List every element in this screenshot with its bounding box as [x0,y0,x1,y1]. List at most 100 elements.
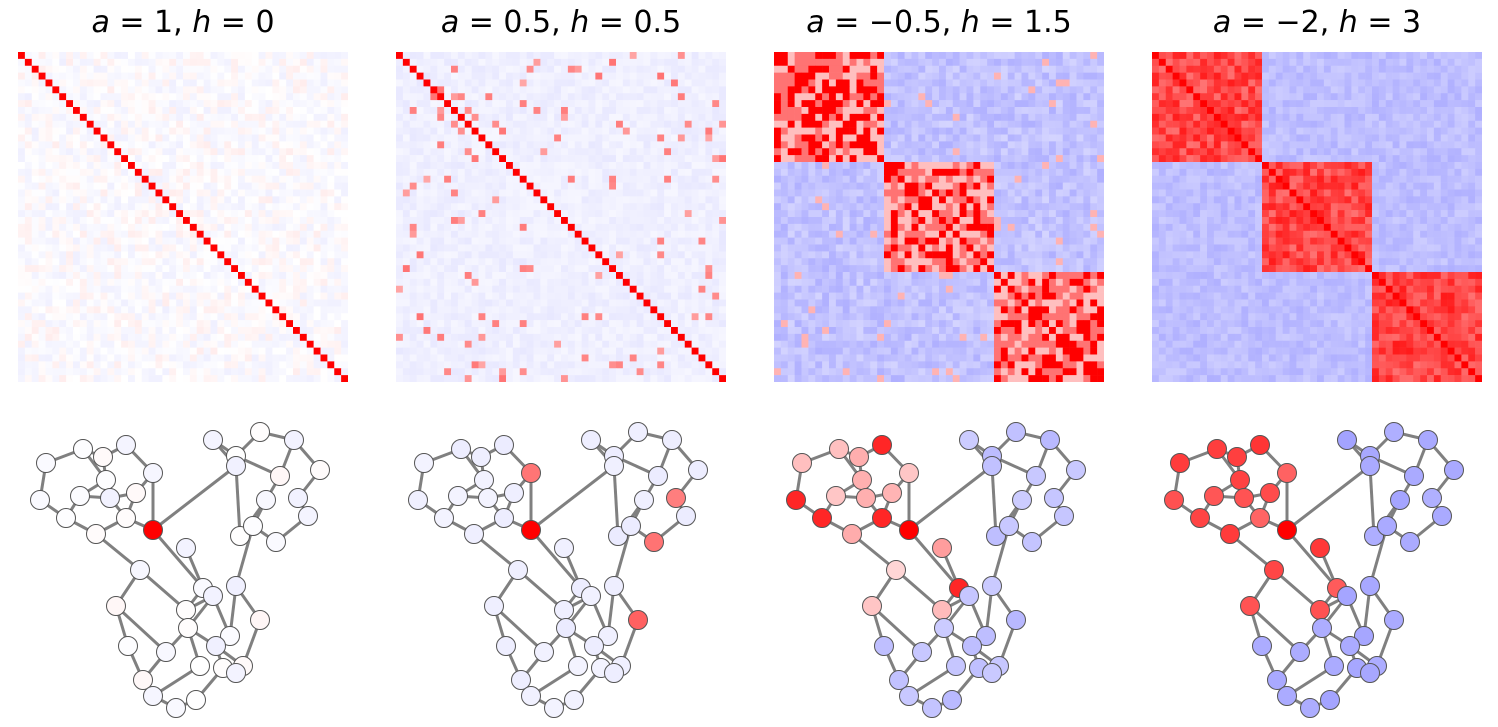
heatmap-cell [492,230,500,238]
heatmap-cell [183,258,191,266]
heatmap-cell [540,148,548,156]
heatmap-cell [595,100,603,108]
heatmap-cell [38,127,46,135]
heatmap-cell [506,155,514,163]
heatmap-cell [925,58,933,67]
heatmap-cell [567,155,576,163]
heatmap-cell [155,333,163,342]
heatmap-cell [691,52,699,60]
heatmap-cell [169,299,177,307]
heatmap-cell [52,278,60,287]
heatmap-cell [334,299,342,307]
heatmap-cell [567,272,576,280]
heatmap-cell [671,278,679,287]
heatmap-cell [341,320,348,328]
heatmap-cell [464,155,472,163]
heatmap-cell [341,306,348,314]
heatmap-cell [423,244,431,252]
heatmap-cell [581,196,589,204]
heatmap-cell [183,292,191,300]
heatmap-cell [430,320,438,328]
heatmap-cell [79,237,88,245]
heatmap-cell [217,196,225,204]
heatmap-cell [1049,58,1057,67]
heatmap-cell [464,237,472,245]
heatmap-cell [533,265,541,273]
heatmap-cell [341,237,348,245]
heatmap-cell [258,168,266,177]
heatmap-cell [327,285,335,293]
heatmap-cell [437,86,445,94]
heatmap-cell [327,141,335,149]
heatmap-cell [863,86,871,94]
heatmap-cell [595,230,603,238]
heatmap-cell [189,127,198,135]
heatmap-cell [176,113,184,122]
heatmap-cell [588,320,596,328]
heatmap-cell [66,107,74,115]
heatmap-cell [203,340,211,348]
heatmap-cell [602,134,610,142]
heatmap-cell [334,361,342,369]
heatmap-cell [485,333,493,342]
heatmap-cell [712,203,720,211]
heatmap-cell [506,368,514,376]
heatmap-cell [890,65,899,73]
heatmap-cell [210,320,218,328]
heatmap-cell [251,100,259,108]
heatmap-cell [258,244,266,252]
heatmap-cell [402,340,411,348]
heatmap-cell [629,272,637,280]
heatmap-cell [691,162,699,170]
heatmap-cell [671,72,679,80]
heatmap-cell [1062,65,1070,73]
heatmap-cell [664,217,672,225]
heatmap-cell [107,175,115,183]
heatmap-cell [24,162,33,170]
heatmap-cell [519,148,527,156]
heatmap-cell [925,93,933,101]
heatmap-cell [664,196,672,204]
heatmap-cell [499,292,507,300]
heatmap-cell [1090,86,1098,94]
heatmap-cell [485,210,493,218]
heatmap-cell [506,134,514,142]
heatmap-cell [73,86,81,94]
heatmap-cell [616,127,624,135]
heatmap-cell [1097,52,1104,60]
heatmap-cell [155,340,163,348]
heatmap-cell [698,320,706,328]
heatmap-cell [38,223,46,232]
heatmap-cell [176,230,184,238]
heatmap-cell [677,244,686,252]
heatmap-cell [533,134,541,142]
heatmap-cell [616,237,624,245]
heatmap-cell [526,100,534,108]
heatmap-cell [258,72,266,80]
heatmap-cell [444,155,452,163]
heatmap-cell [169,375,177,382]
heatmap-cell [416,175,424,183]
heatmap-cell [925,86,933,94]
heatmap-cell [451,333,459,342]
heatmap-cell [231,340,239,348]
heatmap-cell [457,113,466,122]
heatmap-cell [93,100,101,108]
heatmap-cell [66,361,74,369]
heatmap-cell [457,189,466,197]
heatmap-cell [251,196,259,204]
heatmap-cell [691,58,699,67]
heatmap-cell [45,120,53,128]
heatmap-cell [31,368,39,376]
heatmap-cell [712,340,720,348]
heatmap-cell [79,285,88,293]
heatmap-cell [780,100,789,108]
heatmap-cell [409,72,417,80]
heatmap-cell [547,223,555,232]
heatmap-cell [430,237,438,245]
heatmap-cell [712,237,720,245]
heatmap-cell [451,65,459,73]
heatmap-cell [86,237,94,245]
heatmap-cell [1083,52,1091,60]
heatmap-cell [176,52,184,60]
